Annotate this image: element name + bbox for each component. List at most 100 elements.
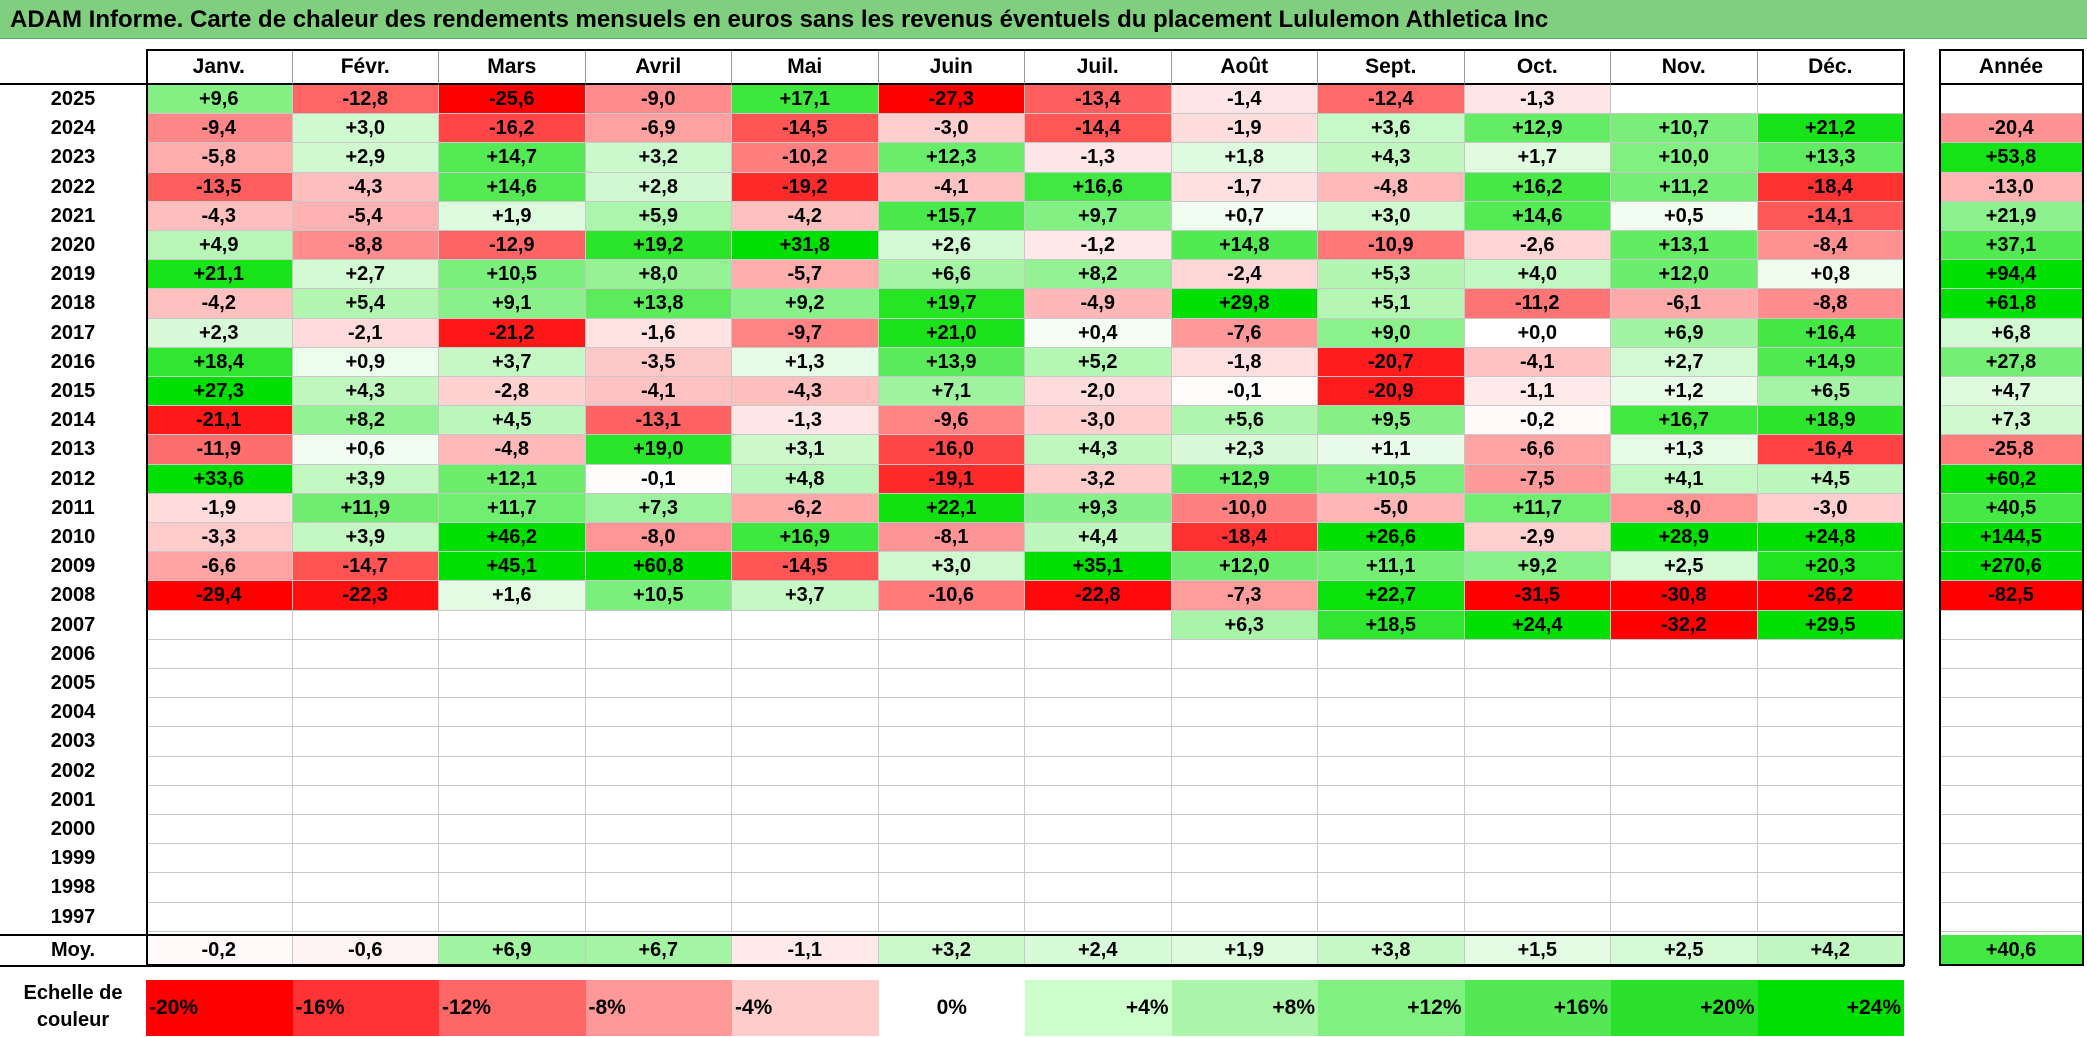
- annual-cell: [1939, 844, 2084, 874]
- heatmap-cell: -4,8: [1318, 172, 1465, 202]
- color-scale-step: +12%: [1318, 980, 1465, 1036]
- heatmap-cell: [1025, 785, 1172, 815]
- heatmap-cell: -1,7: [1171, 172, 1318, 202]
- average-cell: +4,2: [1757, 935, 1904, 966]
- average-row-label: Moy.: [50, 939, 96, 961]
- annual-cell: [1939, 727, 2084, 757]
- page-title: ADAM Informe. Carte de chaleur des rende…: [0, 0, 2087, 39]
- heatmap-cell: -1,3: [1464, 85, 1611, 115]
- heatmap-cell: -6,1: [1611, 289, 1758, 319]
- heatmap-cell: [1318, 669, 1465, 699]
- heatmap-cell: -19,1: [878, 464, 1025, 494]
- heatmap-cell: [585, 669, 732, 699]
- heatmap-cell: [878, 610, 1025, 640]
- heatmap-cell: [878, 844, 1025, 874]
- heatmap-cell: -1,3: [732, 406, 879, 436]
- color-scale-step: -4%: [732, 980, 879, 1036]
- heatmap-cell: -3,2: [1025, 464, 1172, 494]
- heatmap-cell: [1757, 756, 1904, 786]
- color-scale-label: Echelle de couleur: [23, 982, 123, 1031]
- heatmap-cell: +24,4: [1464, 610, 1611, 640]
- heatmap-cell: -8,0: [585, 523, 732, 553]
- heatmap-cell: [585, 785, 732, 815]
- heatmap-cell: +12,0: [1611, 260, 1758, 290]
- row-year-label: 2015: [50, 380, 96, 402]
- heatmap-cell: +0,6: [292, 435, 439, 465]
- annual-cell: -82,5: [1939, 581, 2084, 611]
- average-separator-bottom: [0, 965, 1904, 967]
- heatmap-cell: -22,3: [292, 581, 439, 611]
- heatmap-cell: [732, 873, 879, 903]
- annual-cell: [1939, 756, 2084, 786]
- heatmap-cell: +0,9: [292, 347, 439, 377]
- heatmap-cell: [1171, 873, 1318, 903]
- heatmap-cell: [585, 873, 732, 903]
- annual-cell: +270,6: [1939, 552, 2084, 582]
- row-year-label: 2023: [50, 146, 96, 169]
- heatmap-cell: +1,9: [439, 201, 586, 231]
- heatmap-cell: -4,1: [585, 377, 732, 407]
- heatmap-cell: -1,4: [1171, 85, 1318, 115]
- column-header: Mars: [439, 49, 586, 85]
- heatmap-cell: +9,0: [1318, 318, 1465, 348]
- heatmap-cell: +14,6: [1464, 201, 1611, 231]
- column-header: Févr.: [292, 49, 439, 85]
- heatmap-cell: +2,6: [878, 231, 1025, 261]
- heatmap-cell: +60,8: [585, 552, 732, 582]
- heatmap-cell: +24,8: [1757, 523, 1904, 553]
- row-year-label: 2018: [50, 292, 96, 315]
- heatmap-cell: +9,2: [1464, 552, 1611, 582]
- heatmap-cell: [292, 815, 439, 845]
- annual-cell: -20,4: [1939, 114, 2084, 144]
- heatmap-cell: [1025, 698, 1172, 728]
- heatmap-cell: [1757, 727, 1904, 757]
- row-year-label: 2020: [50, 234, 96, 256]
- heatmap-cell: [146, 785, 293, 815]
- heatmap-cell: -3,0: [878, 114, 1025, 144]
- heatmap-cell: [292, 785, 439, 815]
- heatmap-cell: +21,2: [1757, 114, 1904, 144]
- heatmap-cell: -10,6: [878, 581, 1025, 611]
- heatmap-cell: [1464, 669, 1611, 699]
- heatmap-cell: +1,2: [1611, 377, 1758, 407]
- heatmap-cell: [1464, 698, 1611, 728]
- heatmap-cell: -4,9: [1025, 289, 1172, 319]
- heatmap-cell: +2,5: [1611, 552, 1758, 582]
- annual-cell: +60,2: [1939, 464, 2084, 494]
- heatmap-cell: +10,5: [439, 260, 586, 290]
- color-scale-step: 0%: [878, 980, 1025, 1036]
- heatmap-cell: +21,1: [146, 260, 293, 290]
- annual-cell: -13,0: [1939, 172, 2084, 202]
- heatmap-cell: [439, 873, 586, 903]
- average-cell: -1,1: [732, 935, 879, 966]
- heatmap-cell: -7,3: [1171, 581, 1318, 611]
- heatmap-cell: [878, 873, 1025, 903]
- heatmap-cell: [146, 610, 293, 640]
- heatmap-cell: +0,4: [1025, 318, 1172, 348]
- heatmap-cell: [1025, 727, 1172, 757]
- heatmap-cell: [1611, 85, 1758, 115]
- heatmap-cell: -2,9: [1464, 523, 1611, 553]
- heatmap-cell: +19,7: [878, 289, 1025, 319]
- heatmap-cell: +11,1: [1318, 552, 1465, 582]
- heatmap-cell: -9,6: [878, 406, 1025, 436]
- heatmap-cell: [878, 756, 1025, 786]
- heatmap-cell: [1757, 785, 1904, 815]
- heatmap-cell: [1171, 639, 1318, 669]
- heatmap-cell: -2,1: [292, 318, 439, 348]
- heatmap-cell: +12,9: [1171, 464, 1318, 494]
- heatmap-cell: -4,1: [878, 172, 1025, 202]
- heatmap-cell: -10,9: [1318, 231, 1465, 261]
- heatmap-cell: [1318, 698, 1465, 728]
- heatmap-cell: -25,6: [439, 85, 586, 115]
- average-cell: +1,5: [1464, 935, 1611, 966]
- heatmap-cell: -4,3: [146, 201, 293, 231]
- color-scale-step: -8%: [585, 980, 732, 1036]
- heatmap-cell: [439, 698, 586, 728]
- average-cell: +3,8: [1318, 935, 1465, 966]
- heatmap-cell: -1,9: [146, 493, 293, 523]
- annual-cell: +4,7: [1939, 377, 2084, 407]
- heatmap-cell: +3,7: [732, 581, 879, 611]
- annual-cell: [1939, 610, 2084, 640]
- annual-cell: +144,5: [1939, 523, 2084, 553]
